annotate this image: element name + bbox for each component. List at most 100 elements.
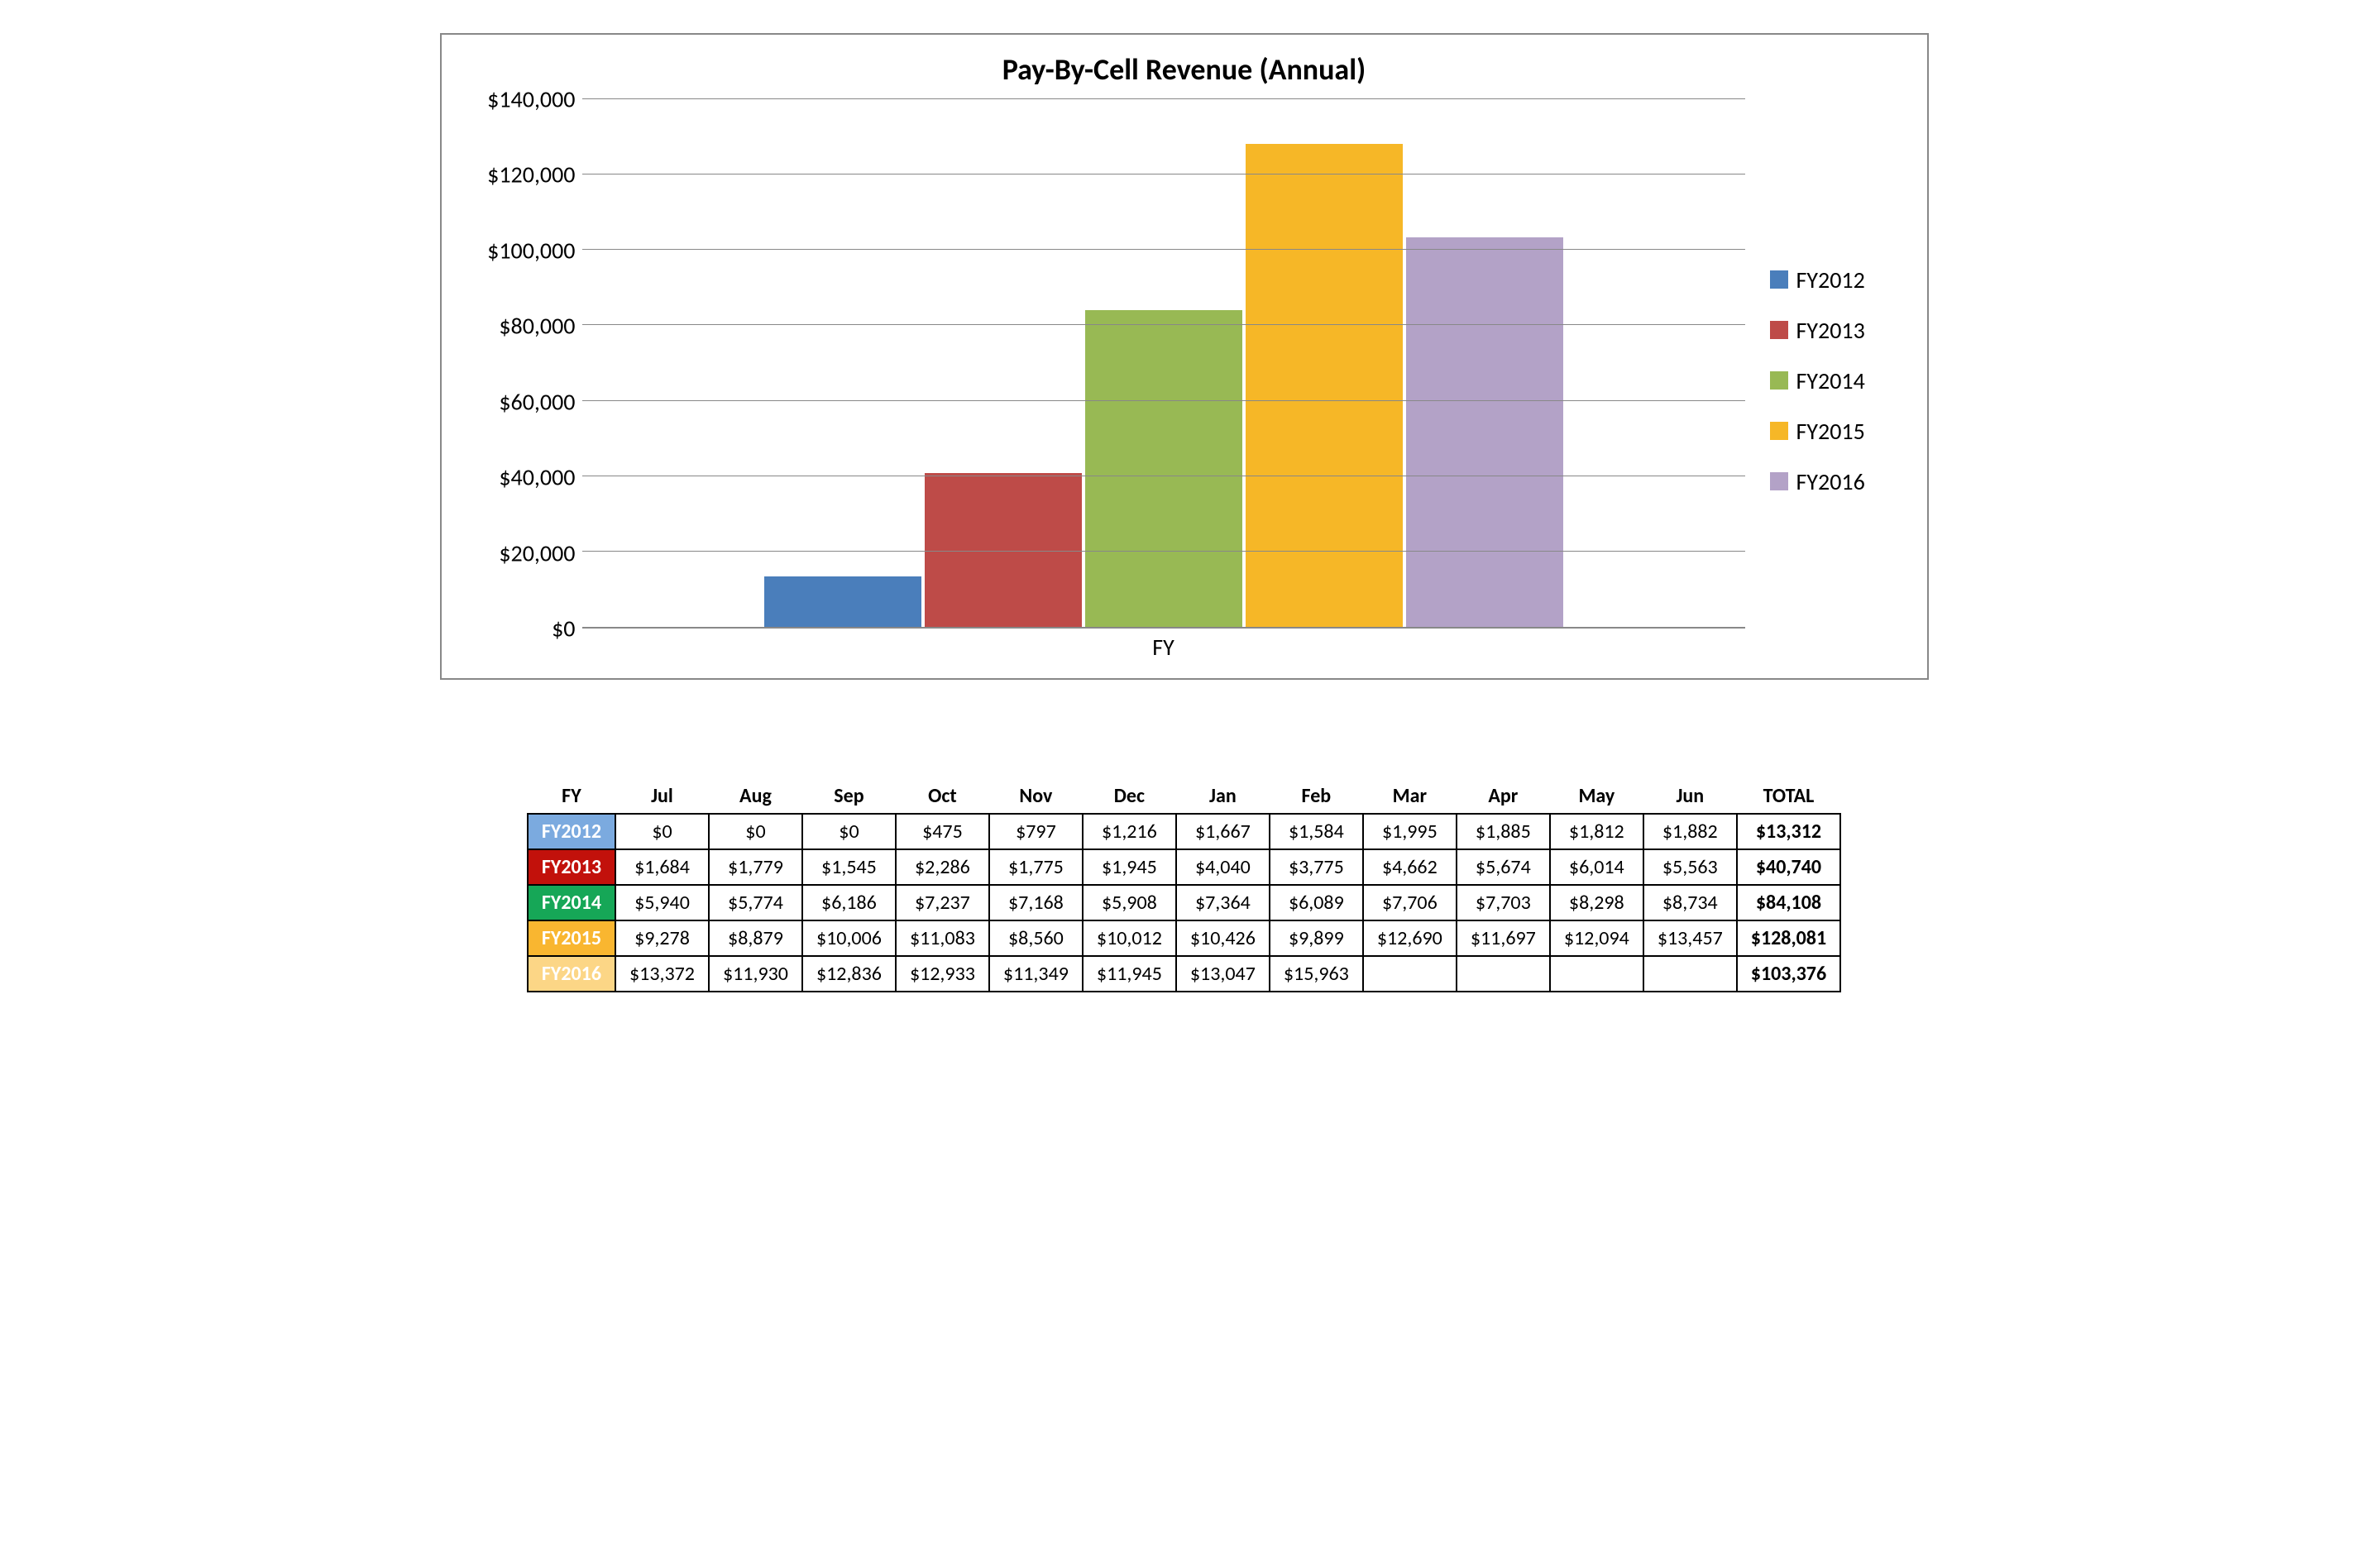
- table-row: FY2016$13,372$11,930$12,836$12,933$11,34…: [528, 956, 1840, 992]
- table-cell: [1457, 956, 1550, 992]
- y-tick-label: $120,000: [468, 160, 576, 189]
- table-cell: $1,684: [615, 849, 709, 885]
- grid-line: [582, 249, 1745, 250]
- table-cell: $1,667: [1176, 814, 1270, 849]
- table-cell: $12,094: [1550, 920, 1643, 956]
- legend-swatch: [1770, 270, 1788, 289]
- chart-title: Pay-By-Cell Revenue (Annual): [458, 51, 1911, 88]
- table-cell: $1,882: [1643, 814, 1737, 849]
- y-tick-label: $80,000: [468, 312, 576, 341]
- legend-item-fy2013: FY2013: [1770, 316, 1911, 345]
- table-cell: $797: [989, 814, 1083, 849]
- table-cell: $9,899: [1270, 920, 1363, 956]
- table-cell: [1643, 956, 1737, 992]
- y-tick-label: $40,000: [468, 463, 576, 492]
- grid-line: [582, 324, 1745, 325]
- table-cell: $11,349: [989, 956, 1083, 992]
- table-cell: $13,372: [615, 956, 709, 992]
- table-cell: $475: [896, 814, 989, 849]
- table-cell: $5,908: [1083, 885, 1176, 920]
- table-col-header: TOTAL: [1737, 779, 1840, 814]
- bar-fy2016: [1406, 237, 1563, 627]
- table-cell: $11,697: [1457, 920, 1550, 956]
- table-cell: $1,995: [1363, 814, 1457, 849]
- grid-line: [582, 400, 1745, 401]
- table-cell: $5,774: [709, 885, 802, 920]
- legend-swatch: [1770, 321, 1788, 339]
- table-cell: $8,879: [709, 920, 802, 956]
- table-header-row: FYJulAugSepOctNovDecJanFebMarAprMayJunTO…: [528, 779, 1840, 814]
- table-cell: $11,945: [1083, 956, 1176, 992]
- legend-swatch: [1770, 472, 1788, 490]
- fy-label-cell: FY2012: [528, 814, 615, 849]
- table-col-header: Feb: [1270, 779, 1363, 814]
- legend: FY2012 FY2013 FY2014 FY2015 FY2016: [1745, 265, 1911, 496]
- table-cell: $7,703: [1457, 885, 1550, 920]
- table-cell: $7,168: [989, 885, 1083, 920]
- table-cell: $7,364: [1176, 885, 1270, 920]
- table-cell: $2,286: [896, 849, 989, 885]
- total-cell: $40,740: [1737, 849, 1840, 885]
- table-cell: $9,278: [615, 920, 709, 956]
- y-tick-label: $140,000: [468, 85, 576, 114]
- y-tick-label: $100,000: [468, 236, 576, 265]
- table-cell: $7,237: [896, 885, 989, 920]
- chart-body: $0$20,000$40,000$60,000$80,000$100,000$1…: [458, 99, 1911, 662]
- table-col-header: Sep: [802, 779, 896, 814]
- fy-label-cell: FY2016: [528, 956, 615, 992]
- legend-label: FY2016: [1796, 467, 1865, 496]
- table-cell: $1,584: [1270, 814, 1363, 849]
- table-col-header: May: [1550, 779, 1643, 814]
- bar-fy2012: [764, 576, 921, 627]
- total-cell: $13,312: [1737, 814, 1840, 849]
- table-cell: $6,089: [1270, 885, 1363, 920]
- table-col-header: Jul: [615, 779, 709, 814]
- table-cell: $3,775: [1270, 849, 1363, 885]
- table-col-header: Aug: [709, 779, 802, 814]
- legend-item-fy2014: FY2014: [1770, 366, 1911, 395]
- table-cell: $5,563: [1643, 849, 1737, 885]
- plot-area: $0$20,000$40,000$60,000$80,000$100,000$1…: [466, 99, 1745, 662]
- table-cell: $1,885: [1457, 814, 1550, 849]
- table-cell: $12,836: [802, 956, 896, 992]
- fy-label-cell: FY2014: [528, 885, 615, 920]
- table-cell: $11,083: [896, 920, 989, 956]
- table-row: FY2013$1,684$1,779$1,545$2,286$1,775$1,9…: [528, 849, 1840, 885]
- x-axis-label: FY: [582, 628, 1745, 662]
- fy-label-cell: FY2015: [528, 920, 615, 956]
- table-cell: $1,216: [1083, 814, 1176, 849]
- table-cell: $6,014: [1550, 849, 1643, 885]
- table-col-header: Nov: [989, 779, 1083, 814]
- table-col-header: Oct: [896, 779, 989, 814]
- table-cell: $13,047: [1176, 956, 1270, 992]
- legend-label: FY2012: [1796, 265, 1865, 294]
- plot-grid: [582, 99, 1745, 629]
- table-cell: $13,457: [1643, 920, 1737, 956]
- bar-fy2015: [1246, 144, 1403, 627]
- legend-swatch: [1770, 371, 1788, 390]
- table-cell: $1,945: [1083, 849, 1176, 885]
- table-cell: $15,963: [1270, 956, 1363, 992]
- table-cell: $1,545: [802, 849, 896, 885]
- table-cell: [1550, 956, 1643, 992]
- total-cell: $128,081: [1737, 920, 1840, 956]
- table-row: FY2015$9,278$8,879$10,006$11,083$8,560$1…: [528, 920, 1840, 956]
- table-col-header: Jun: [1643, 779, 1737, 814]
- table-col-header: Mar: [1363, 779, 1457, 814]
- table-cell: $4,662: [1363, 849, 1457, 885]
- fy-label-cell: FY2013: [528, 849, 615, 885]
- table-cell: [1363, 956, 1457, 992]
- table-cell: $10,012: [1083, 920, 1176, 956]
- y-tick-label: $60,000: [468, 387, 576, 416]
- table-cell: $8,560: [989, 920, 1083, 956]
- bar-fy2014: [1085, 310, 1242, 627]
- table-cell: $5,940: [615, 885, 709, 920]
- table-col-header: Apr: [1457, 779, 1550, 814]
- y-tick-label: $0: [468, 614, 576, 643]
- legend-swatch: [1770, 422, 1788, 440]
- table-cell: $12,933: [896, 956, 989, 992]
- table-cell: $10,426: [1176, 920, 1270, 956]
- table-cell: $0: [802, 814, 896, 849]
- legend-item-fy2016: FY2016: [1770, 467, 1911, 496]
- legend-item-fy2015: FY2015: [1770, 417, 1911, 446]
